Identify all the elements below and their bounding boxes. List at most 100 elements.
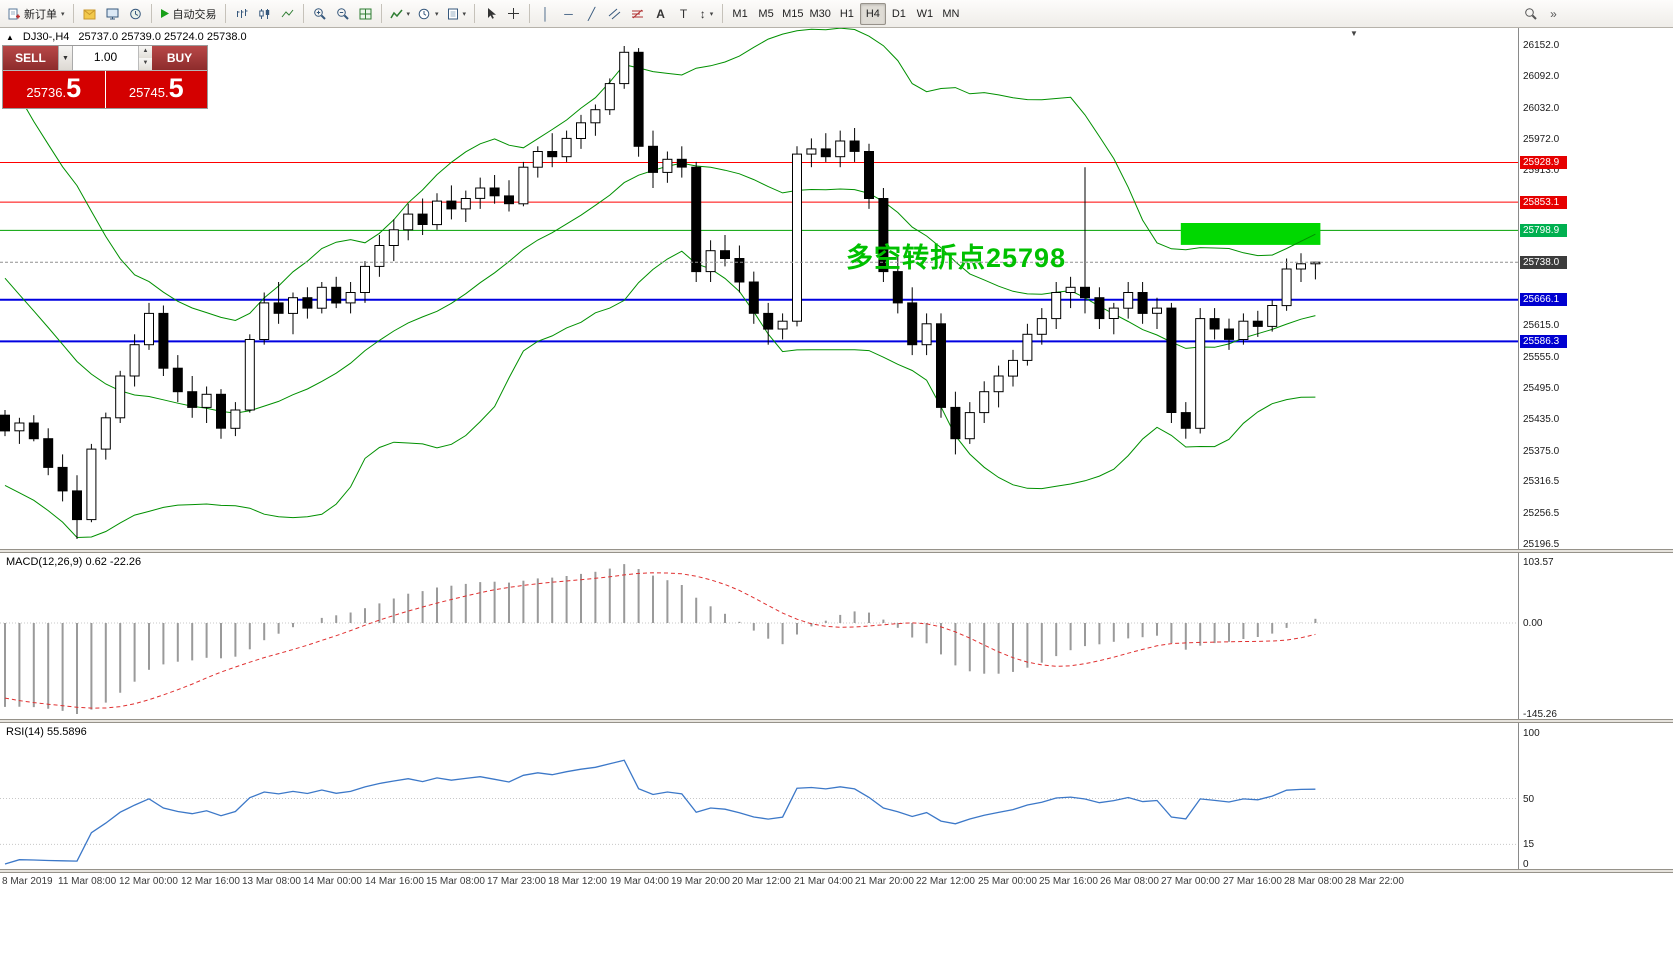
toolbar-separator [302,4,304,23]
spinner-down-icon[interactable]: ▼ [139,58,152,70]
price-axis-label: 25435.0 [1523,414,1560,425]
price-axis-label: 25913.0 [1523,165,1560,176]
panel-separator[interactable] [0,719,1673,723]
caret-down-icon: ▾ [462,10,467,18]
line-chart-button[interactable] [276,3,299,25]
toolbar-separator [529,4,531,23]
vertical-line-button[interactable]: │ [534,3,557,25]
indicators-button[interactable]: ▾ [386,3,415,25]
time-axis-label: 20 Mar 12:00 [732,876,791,887]
candlestick-chart-button[interactable] [253,3,276,25]
text-tool-icon: A [656,6,665,21]
macd-axis-label: 103.57 [1523,557,1554,568]
buy-price[interactable]: 25745. 5 [105,71,207,108]
overflow-icon: » [1550,6,1557,21]
candlestick-chart-icon [258,8,269,19]
rsi-axis-label: 15 [1523,839,1535,850]
search-button[interactable] [1519,3,1542,25]
time-axis-label: 19 Mar 20:00 [671,876,730,887]
volume-value[interactable]: 1.00 [93,50,118,64]
zoom-out-button[interactable] [331,3,354,25]
periods-button[interactable]: ▾ [414,3,443,25]
timeframe-m30-button[interactable]: M30 [806,3,833,25]
price-axis-label: 25495.0 [1523,383,1560,394]
toolbar: 新订单 ▾ 自动交易 ▾ ▾ ▾ │ ─ ╱ A T ↕ ▾ [0,0,1673,28]
text-tool-button[interactable]: A [649,3,672,25]
volume-field[interactable]: 1.00 ▲ ▼ [73,46,152,70]
timeframe-m1-button[interactable]: M1 [727,3,753,25]
time-axis-label: 25 Mar 00:00 [978,876,1037,887]
symbol-up-marker-icon: ▲ [6,32,14,42]
time-axis-label: 12 Mar 00:00 [119,876,178,887]
templates-button[interactable]: ▾ [443,3,471,25]
terminal-button[interactable] [101,3,124,25]
timeframe-m15-button[interactable]: M15 [779,3,806,25]
mql5-envelope-icon [83,9,96,19]
price-axis-label: 26152.0 [1523,40,1560,51]
rsi-canvas[interactable] [0,723,1518,869]
panel-separator[interactable] [0,549,1673,553]
cursor-button[interactable] [479,3,502,25]
trade-prices-row: 25736. 5 25745. 5 [3,71,207,108]
toolbar-separator [722,4,724,23]
zoom-out-icon [336,8,349,20]
trendline-button[interactable]: ╱ [580,3,603,25]
chart-canvas[interactable] [0,28,1518,549]
autotrading-button[interactable]: 自动交易 [156,3,221,25]
timeframe-h1-button[interactable]: H1 [834,3,860,25]
rsi-label: RSI(14) 55.5896 [6,726,87,738]
spinner-up-icon[interactable]: ▲ [139,46,152,58]
timeframe-m5-button[interactable]: M5 [753,3,779,25]
chart-shift-marker-icon[interactable]: ▼ [1350,29,1358,38]
fibonacci-icon [632,9,644,18]
rsi-axis-label: 50 [1523,794,1535,805]
indicators-icon [389,9,403,18]
price-axis-label: 25196.5 [1523,539,1560,550]
volume-spinner[interactable]: ▲ ▼ [138,46,152,70]
label-tool-button[interactable]: T [672,3,695,25]
bar-chart-button[interactable] [230,3,253,25]
macd-axis-label: 0.00 [1523,618,1543,629]
price-axis-label: 26092.0 [1523,71,1560,82]
sell-button[interactable]: SELL [3,46,58,70]
rsi-axis-label: 0 [1523,859,1529,870]
price-axis-border [1518,28,1519,873]
bar-chart-icon [236,8,248,18]
chart-annotation-text[interactable]: 多空转折点25798 [846,243,1067,273]
time-axis-label: 12 Mar 16:00 [181,876,240,887]
timeframe-h4-button[interactable]: H4 [859,2,886,25]
arrows-tool-button[interactable]: ↕ ▾ [695,3,718,25]
toolbar-separator [380,4,382,23]
price-badge: 25666.1 [1520,293,1567,306]
tile-windows-button[interactable] [354,3,377,25]
new-order-button[interactable]: 新订单 ▾ [4,3,69,25]
timeframe-d1-button[interactable]: D1 [886,3,912,25]
zoom-in-button[interactable] [308,3,331,25]
toolbar-overflow-button[interactable]: » [1542,3,1565,25]
timeframe-mn-button[interactable]: MN [938,3,964,25]
crosshair-button[interactable] [502,3,525,25]
time-axis-label: 14 Mar 00:00 [303,876,362,887]
volume-dropdown-button[interactable]: ▼ [58,46,73,70]
time-axis-label: 17 Mar 23:00 [487,876,546,887]
price-axis-label: 25375.0 [1523,446,1560,457]
mql5-community-button[interactable] [78,3,101,25]
sell-price[interactable]: 25736. 5 [3,71,105,108]
timeframe-w1-button[interactable]: W1 [912,3,938,25]
ohlc-values: 25737.0 25739.0 25724.0 25738.0 [78,31,247,43]
clock-icon [418,8,430,19]
time-axis-label: 13 Mar 08:00 [242,876,301,887]
symbol-period-label: DJ30-,H4 [22,31,70,43]
caret-down-icon: ▾ [61,10,65,18]
time-axis-label: 27 Mar 16:00 [1223,876,1282,887]
search-icon [1525,8,1537,20]
time-axis-label: 21 Mar 20:00 [855,876,914,887]
buy-button[interactable]: BUY [152,46,207,70]
horizontal-line-button[interactable]: ─ [557,3,580,25]
strategy-tester-button[interactable] [124,3,147,25]
equidistant-channel-button[interactable] [603,3,626,25]
fibonacci-button[interactable] [626,3,649,25]
macd-label: MACD(12,26,9) 0.62 -22.26 [6,556,142,568]
panel-separator[interactable] [0,869,1673,873]
macd-canvas[interactable] [0,553,1518,719]
